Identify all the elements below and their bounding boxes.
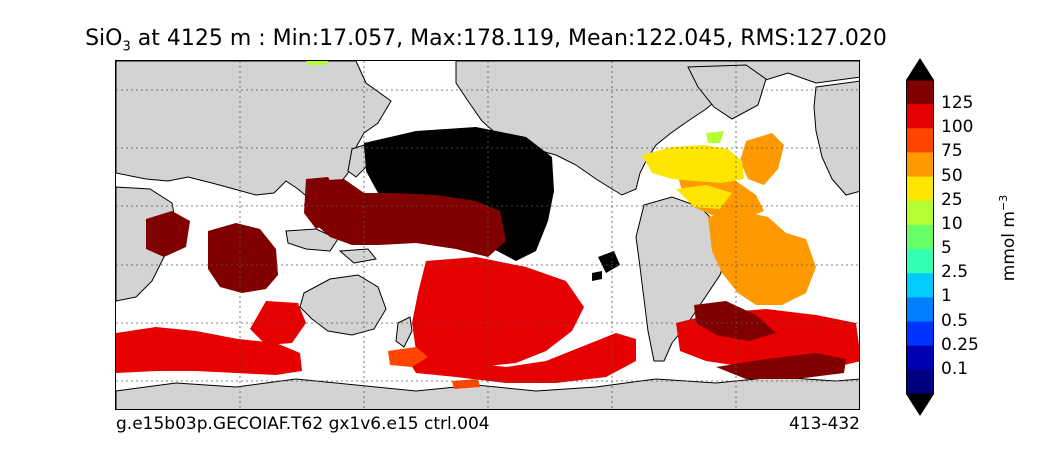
colorbar-tick-label: 125	[941, 93, 974, 114]
region-natlantic-25	[642, 145, 744, 183]
colorbar-segment	[906, 200, 934, 226]
colorbar-under-arrow	[906, 394, 934, 416]
colorbar-tick-label: 1	[941, 286, 952, 307]
region-npacific-over-max	[364, 127, 554, 261]
region-south-pacific-100	[412, 257, 584, 367]
colorbar-tick-label: 0.1	[941, 358, 969, 379]
plot-title: SiO3 at 4125 m : Min:17.057, Max:178.119…	[0, 26, 972, 54]
land-greenland	[687, 64, 767, 120]
colorbar-segment	[906, 297, 934, 323]
colorbar-tick-label: 0.25	[941, 334, 979, 355]
region-southern-100-west	[116, 327, 302, 375]
region-arabian-125	[146, 211, 190, 257]
region-satlantic-50	[708, 211, 816, 305]
land-europe-east	[813, 80, 859, 196]
region-nadw-50	[740, 133, 784, 185]
colorbar-tick-label: 50	[941, 165, 963, 186]
colorbar-outline	[906, 79, 934, 395]
colorbar-segment	[906, 249, 934, 274]
year-range: 413-432	[788, 414, 860, 434]
region-antarctic-east-125	[716, 353, 846, 379]
colorbar-unit-exponent: −3	[997, 194, 1011, 211]
colorbar-tick-label: 2.5	[941, 262, 969, 283]
region-se-pacific2-over-max	[592, 271, 602, 281]
region-arctic-10	[306, 61, 328, 65]
region-se-pacific-over-max	[598, 251, 620, 273]
region-gulf-25	[676, 185, 732, 209]
colorbar-tick-label: 5	[941, 238, 952, 259]
colorbar-segment	[906, 273, 934, 298]
region-labrador-10	[706, 131, 724, 143]
land-australia	[299, 274, 387, 336]
colorbar-tick-label: 100	[941, 117, 974, 138]
case-name: g.e15b03p.GECOIAF.T62 gx1v6.e15 ctrl.004	[116, 414, 490, 434]
land-japan	[347, 144, 369, 178]
colorbar-segment	[906, 369, 934, 395]
colorbar-over-arrow	[906, 58, 934, 80]
world-map	[116, 61, 859, 409]
colorbar-tick-label: 0.5	[941, 310, 969, 331]
title-subscript: 3	[122, 39, 131, 55]
colorbar	[906, 58, 934, 416]
land-layer	[116, 61, 859, 409]
colorbar-segment	[906, 104, 934, 129]
colorbar-unit: mmol m−3	[997, 195, 1019, 281]
colorbar-segment	[906, 176, 934, 202]
land-new-zealand	[395, 316, 413, 348]
graticule	[116, 61, 859, 409]
land-new-guinea	[338, 248, 377, 264]
colorbar-unit-base: mmol m	[998, 211, 1019, 282]
colorbar-segment	[906, 128, 934, 153]
title-variable: SiO	[85, 26, 123, 51]
region-amundsen-75	[452, 379, 480, 389]
region-ross-75	[388, 347, 428, 367]
land-eurasia	[116, 61, 392, 202]
region-wpacific-125	[304, 179, 506, 257]
region-weddell-125	[694, 301, 776, 341]
colorbar-tick-label: 75	[941, 141, 963, 162]
land-antarctica	[116, 376, 859, 409]
colorbar-segment	[906, 80, 934, 105]
region-southern-100-central	[406, 333, 636, 383]
colorbar-segment	[906, 321, 934, 347]
colorbar-segment	[906, 345, 934, 371]
region-philippine-125	[304, 177, 338, 229]
colorbar-segment	[906, 152, 934, 178]
region-indian-125	[208, 223, 278, 293]
title-stats: at 4125 m : Min:17.057, Max:178.119, Mea…	[130, 26, 887, 51]
map-panel	[115, 60, 860, 410]
colorbar-tick-label: 10	[941, 213, 963, 234]
colorbar-segment	[906, 224, 934, 250]
colorbar-tick-label: 25	[941, 189, 963, 210]
